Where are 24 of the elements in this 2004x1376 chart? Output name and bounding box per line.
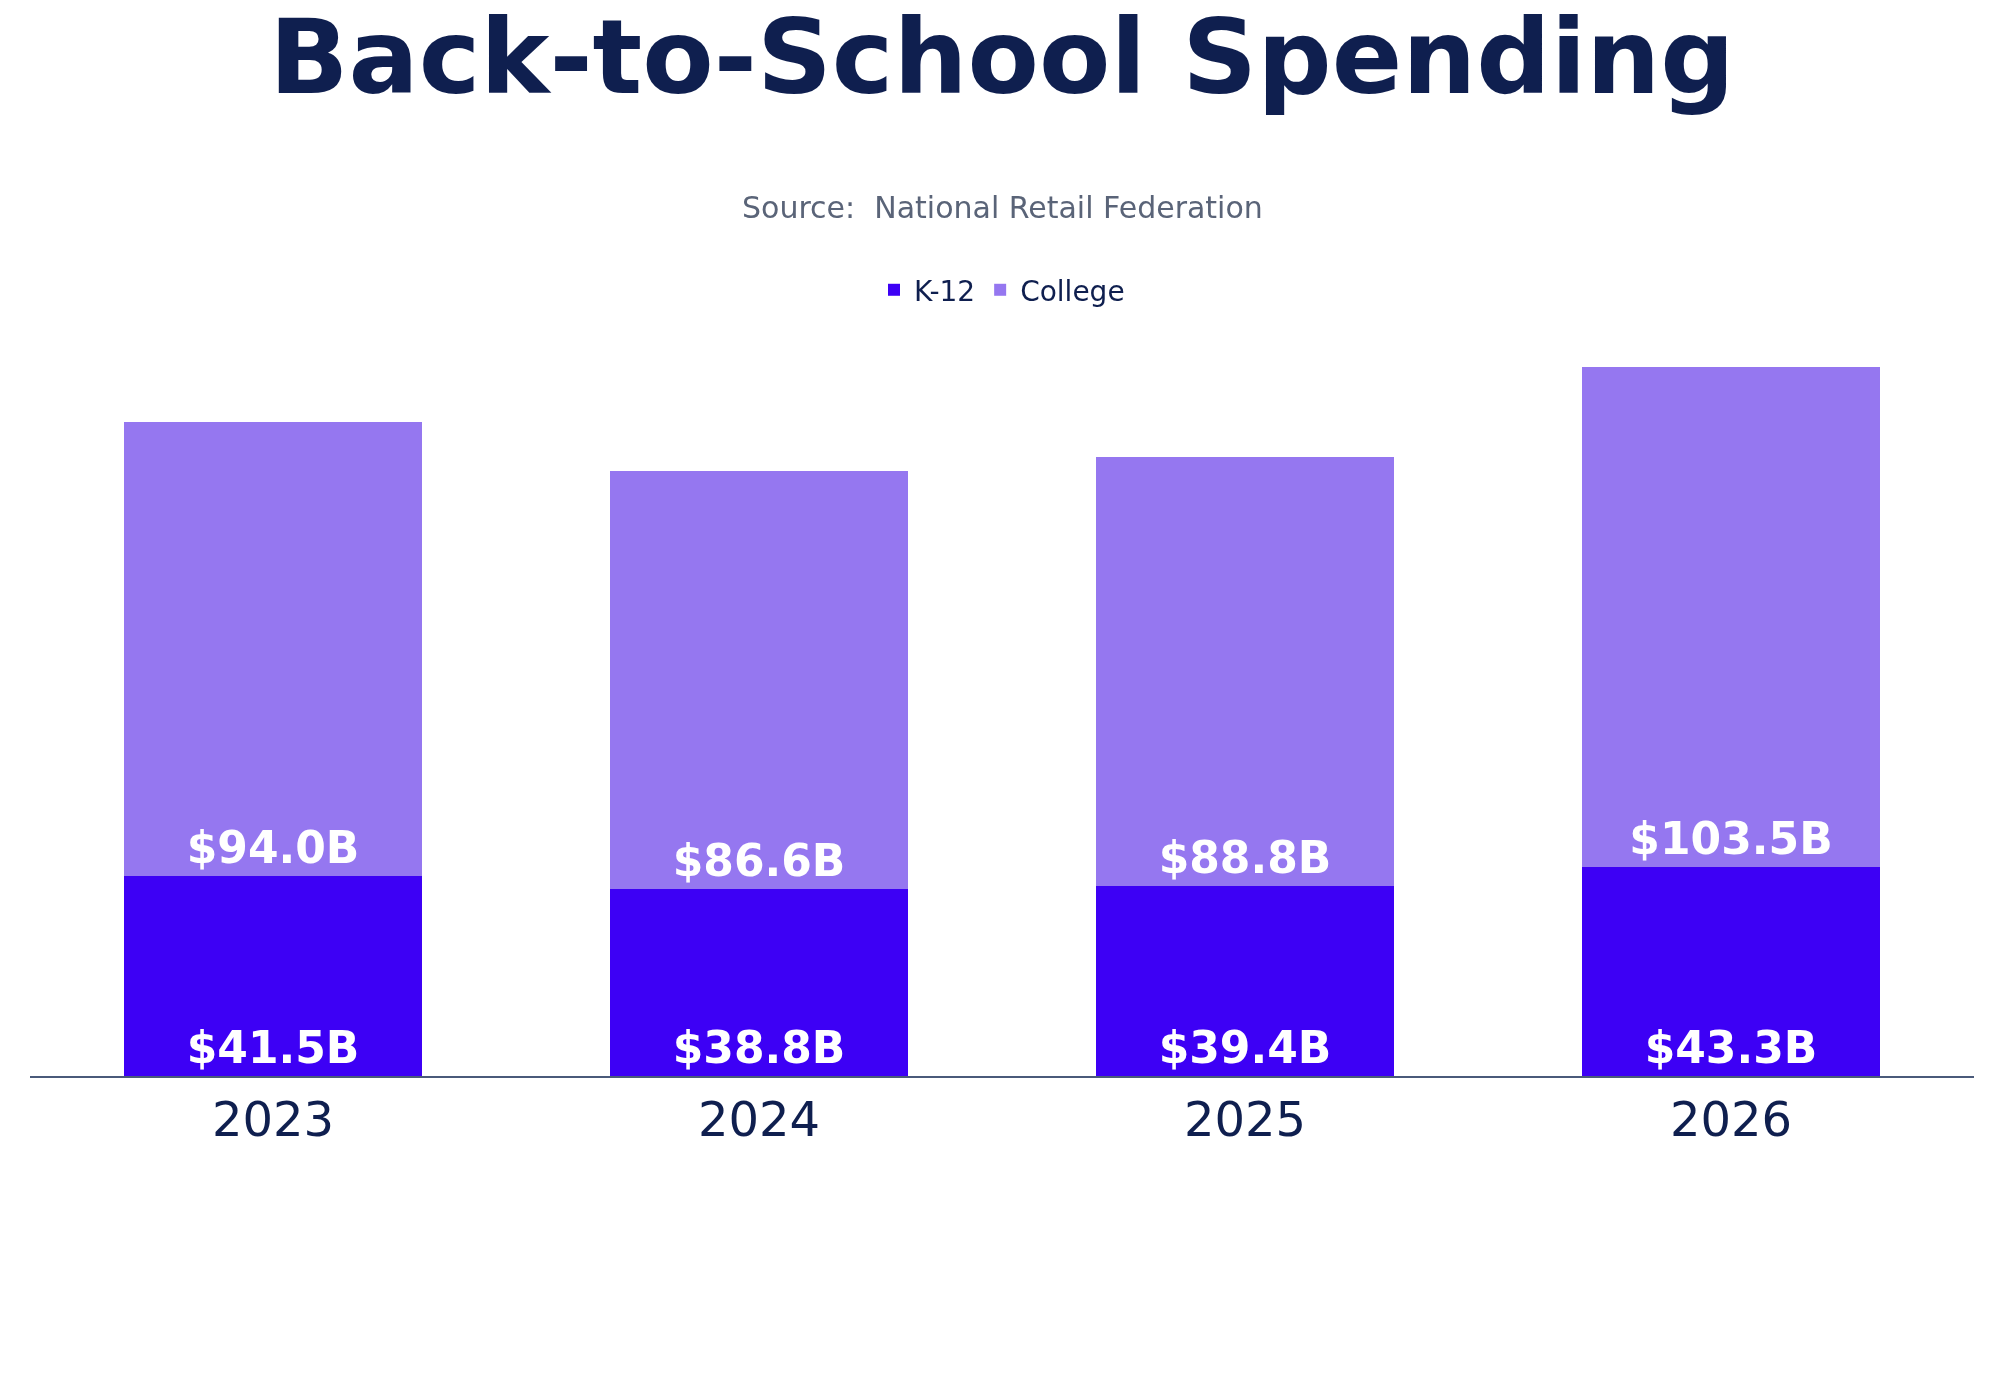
chart-title: Back-to-School Spending — [269, 0, 1735, 119]
bar — [609, 888, 909, 1076]
data-label: $103.5B — [1629, 812, 1833, 864]
x-tick-label: 2026 — [1669, 1090, 1793, 1147]
data-label: $39.4B — [1158, 1022, 1332, 1073]
bar — [1095, 457, 1395, 886]
data-label: $38.8B — [672, 1022, 846, 1073]
data-label: $43.3B — [1644, 1022, 1818, 1073]
bar — [1095, 885, 1395, 1076]
data-label: $94.0B — [186, 821, 360, 873]
data-label: $86.6B — [672, 834, 846, 886]
bar — [123, 421, 423, 876]
bar — [609, 470, 909, 889]
x-tick-label: 2023 — [211, 1090, 335, 1147]
x-tick-label: 2025 — [1183, 1090, 1307, 1147]
source-note: Source: National Retail Federation — [742, 190, 1263, 225]
data-label: $41.5B — [186, 1022, 360, 1073]
bar — [1581, 367, 1881, 867]
legend-label: College — [1020, 274, 1125, 308]
x-tick-label: 2024 — [697, 1090, 821, 1147]
bar — [123, 875, 423, 1076]
bar — [1581, 866, 1881, 1076]
legend-label: K-12 — [914, 274, 976, 308]
data-label: $88.8B — [1158, 831, 1332, 883]
